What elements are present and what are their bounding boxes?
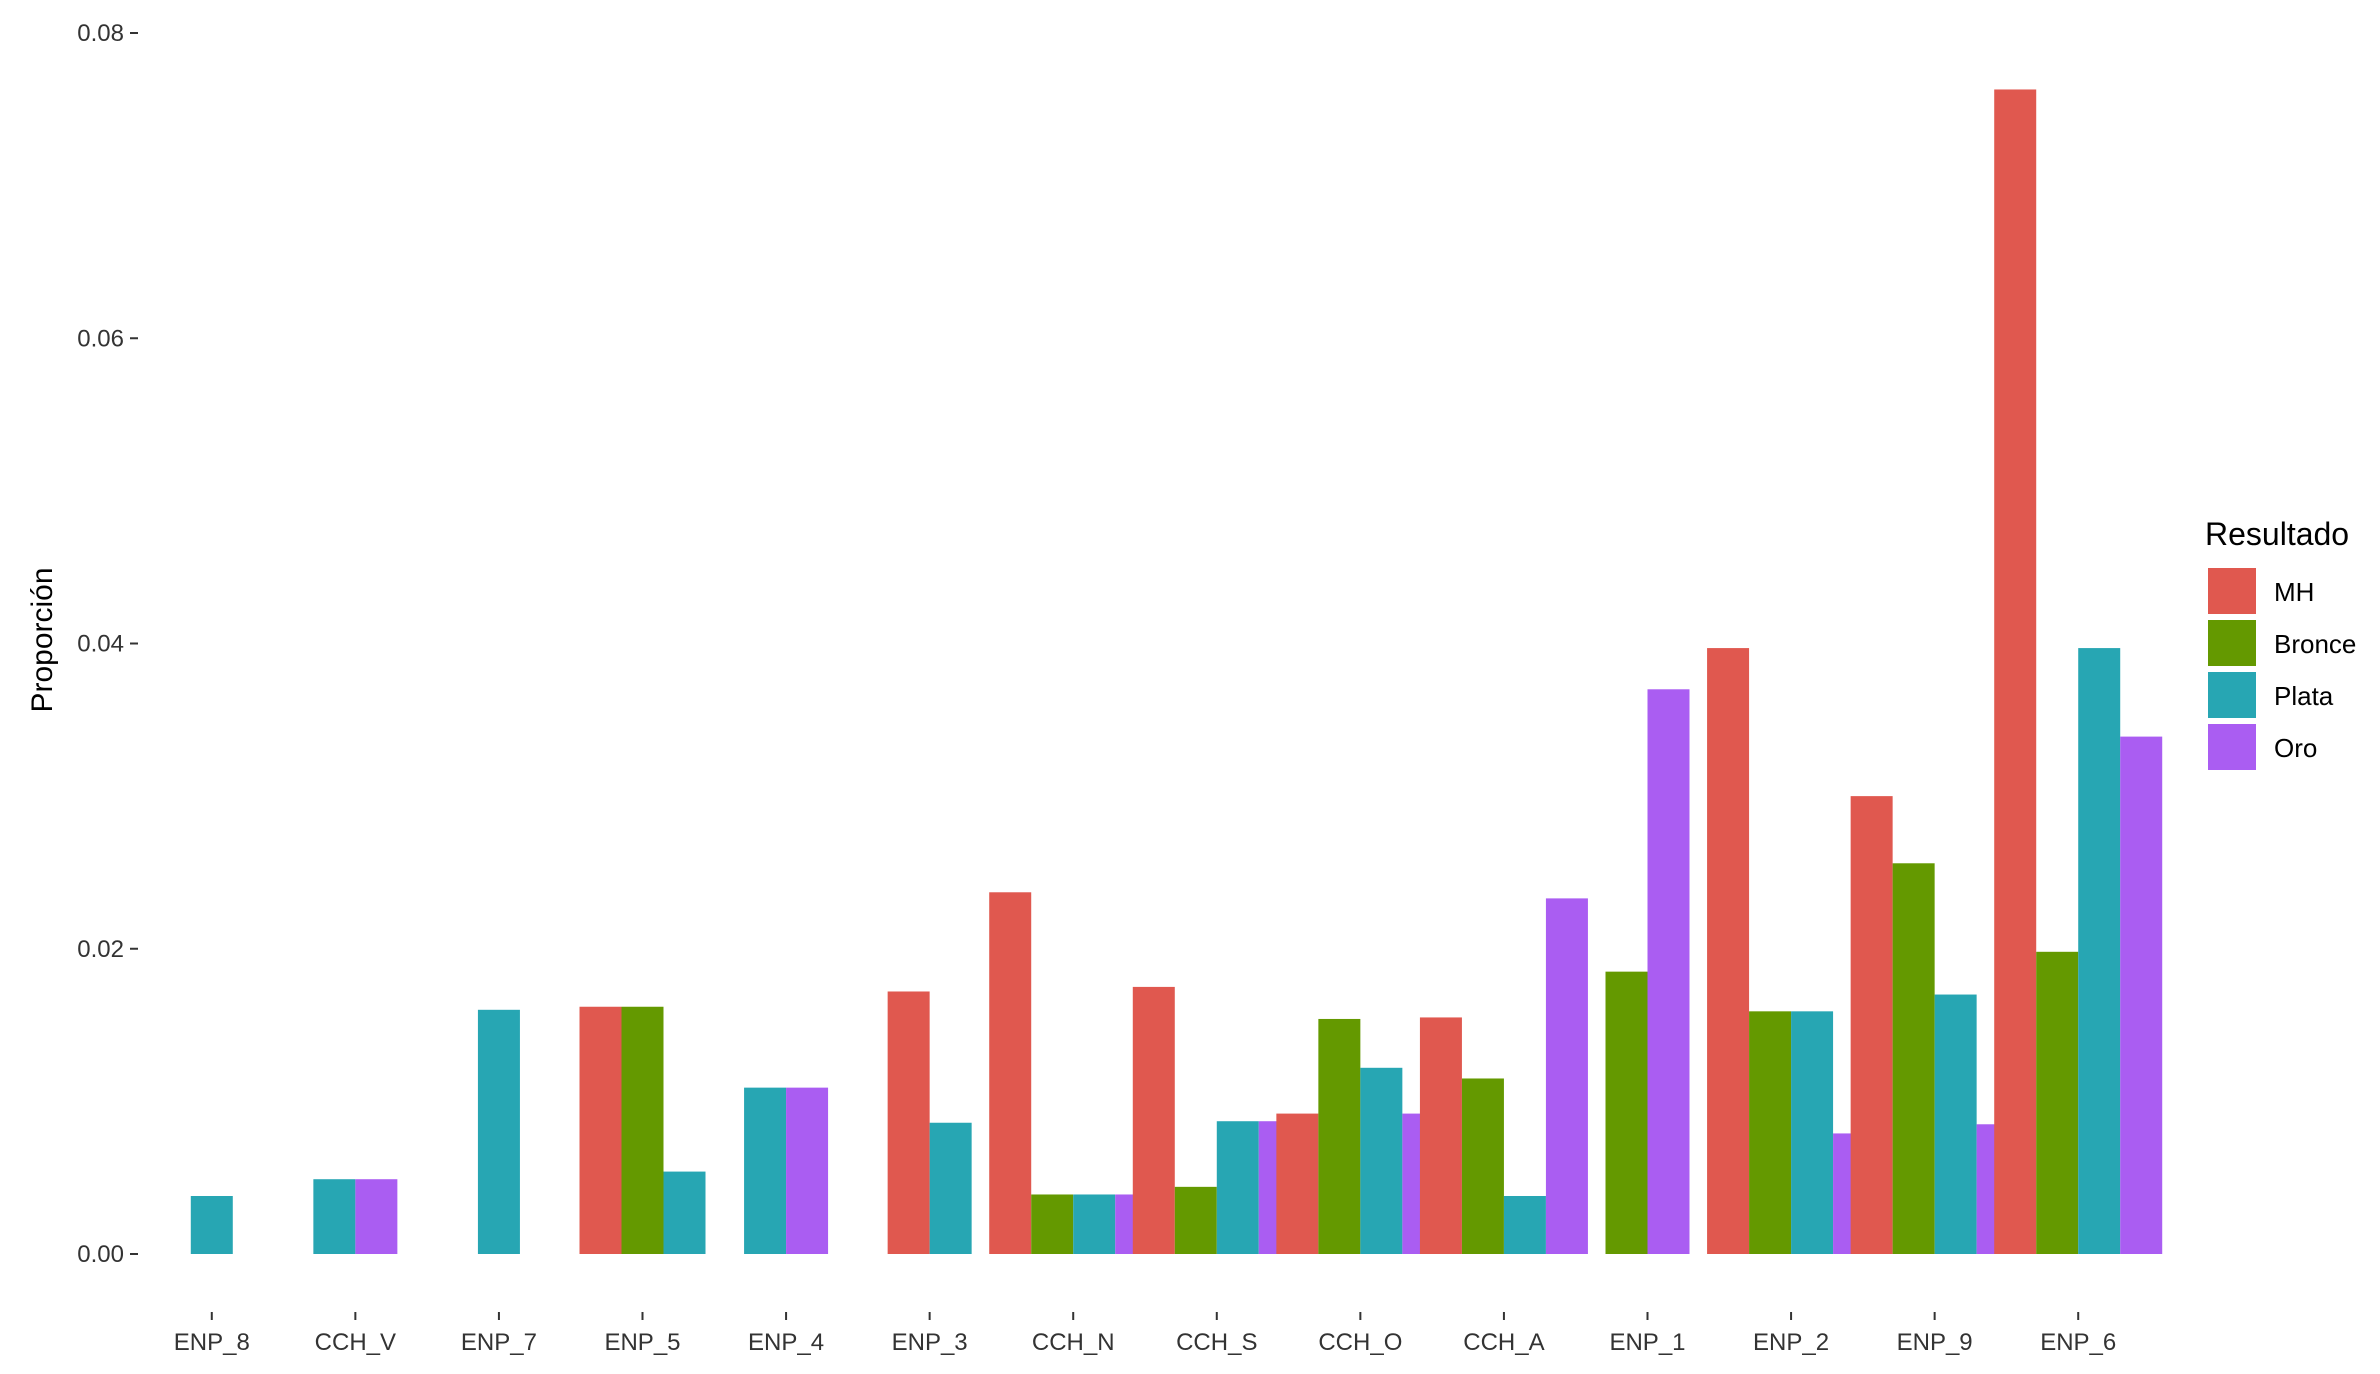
bar-cch-o-mh bbox=[1276, 1113, 1319, 1254]
bar-cch-n-plata bbox=[1073, 1194, 1116, 1254]
x-tick-label: ENP_8 bbox=[174, 1329, 250, 1356]
bar-enp-2-bronce bbox=[1749, 1011, 1792, 1254]
bar-enp-1-bronce bbox=[1605, 971, 1648, 1254]
bar-enp-9-mh bbox=[1850, 796, 1893, 1254]
y-tick-label: 0.06 bbox=[77, 325, 124, 352]
bar-enp-5-bronce bbox=[621, 1006, 664, 1254]
bar-enp-1-oro bbox=[1647, 689, 1690, 1254]
x-tick-label: ENP_6 bbox=[2040, 1329, 2116, 1356]
x-tick-label: ENP_9 bbox=[1897, 1329, 1973, 1356]
x-tick-label: ENP_4 bbox=[748, 1329, 824, 1356]
y-axis-title: Proporción bbox=[26, 567, 59, 712]
bar-cch-s-bronce bbox=[1174, 1186, 1217, 1254]
x-tick-label: CCH_O bbox=[1318, 1329, 1402, 1356]
bar-cch-o-plata bbox=[1360, 1067, 1403, 1254]
x-tick-label: ENP_1 bbox=[1609, 1329, 1685, 1356]
bar-enp-4-plata bbox=[744, 1087, 787, 1254]
bar-enp-5-mh bbox=[579, 1006, 622, 1254]
bars bbox=[190, 89, 2163, 1255]
legend-label-bronce: Bronce bbox=[2274, 629, 2356, 659]
x-tick-label: CCH_N bbox=[1032, 1329, 1115, 1356]
bar-cch-a-mh bbox=[1419, 1017, 1462, 1254]
x-tick-label: ENP_2 bbox=[1753, 1329, 1829, 1356]
bar-enp-2-mh bbox=[1707, 648, 1750, 1254]
legend-label-oro: Oro bbox=[2274, 733, 2317, 763]
x-tick-label: ENP_3 bbox=[892, 1329, 968, 1356]
legend-label-mh: MH bbox=[2274, 577, 2314, 607]
bar-cch-a-bronce bbox=[1461, 1078, 1504, 1254]
bar-cch-v-oro bbox=[355, 1179, 398, 1254]
x-tick-label: CCH_S bbox=[1176, 1329, 1257, 1356]
legend-key-mh bbox=[2208, 568, 2256, 614]
legend-label-plata: Plata bbox=[2274, 681, 2334, 711]
bar-cch-s-mh bbox=[1132, 986, 1175, 1254]
x-tick-label: ENP_7 bbox=[461, 1329, 537, 1356]
bar-enp-6-mh bbox=[1994, 89, 2037, 1255]
x-tick-label: ENP_5 bbox=[604, 1329, 680, 1356]
bar-enp-6-bronce bbox=[2036, 951, 2079, 1254]
bar-enp-8-plata bbox=[190, 1196, 233, 1254]
bar-enp-6-plata bbox=[2078, 648, 2121, 1254]
bar-cch-a-plata bbox=[1503, 1196, 1546, 1254]
y-tick-label: 0.04 bbox=[77, 631, 124, 658]
x-tick-label: CCH_A bbox=[1463, 1329, 1544, 1356]
bar-cch-a-oro bbox=[1545, 898, 1588, 1254]
bar-cch-s-plata bbox=[1216, 1121, 1259, 1254]
y-tick-label: 0.02 bbox=[77, 936, 124, 963]
bar-cch-n-bronce bbox=[1031, 1194, 1074, 1254]
y-axis: 0.00 0.02 0.04 0.06 0.08 bbox=[77, 20, 138, 1268]
legend-key-oro bbox=[2208, 724, 2256, 770]
bar-enp-2-plata bbox=[1791, 1011, 1834, 1254]
bar-enp-3-mh bbox=[887, 991, 930, 1254]
legend-key-bronce bbox=[2208, 620, 2256, 666]
bar-cch-o-bronce bbox=[1318, 1018, 1361, 1254]
legend: Resultado MH Bronce Plata Oro bbox=[2205, 516, 2356, 770]
legend-title: Resultado bbox=[2205, 516, 2349, 552]
y-tick-label: 0.00 bbox=[77, 1241, 124, 1268]
legend-key-plata bbox=[2208, 672, 2256, 718]
bar-enp-4-oro bbox=[786, 1087, 829, 1254]
y-tick-label: 0.08 bbox=[77, 20, 124, 47]
bar-enp-9-bronce bbox=[1892, 863, 1935, 1254]
bar-enp-5-plata bbox=[663, 1171, 706, 1254]
bar-enp-6-oro bbox=[2120, 736, 2163, 1254]
bar-cch-n-mh bbox=[989, 892, 1032, 1254]
bar-enp-3-plata bbox=[929, 1122, 972, 1254]
x-axis: ENP_8 CCH_V ENP_7 ENP_5 ENP_4 ENP_3 CCH_N CCH_S… bbox=[174, 1312, 2116, 1356]
bar-enp-9-plata bbox=[1934, 994, 1977, 1254]
bar-cch-v-plata bbox=[313, 1179, 356, 1254]
bar-enp-7-plata bbox=[477, 1009, 520, 1254]
x-tick-label: CCH_V bbox=[315, 1329, 396, 1356]
